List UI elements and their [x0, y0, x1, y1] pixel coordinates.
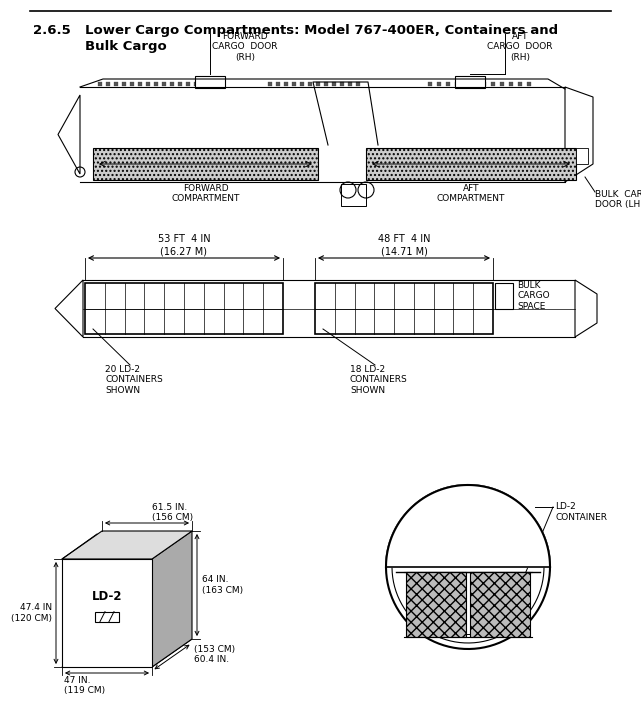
Polygon shape: [575, 280, 597, 337]
Bar: [268, 82, 272, 86]
Bar: [356, 82, 360, 86]
Polygon shape: [62, 639, 192, 667]
Bar: [186, 82, 190, 86]
Bar: [473, 82, 477, 86]
Bar: [366, 148, 576, 180]
Bar: [518, 82, 522, 86]
Bar: [406, 572, 466, 637]
Polygon shape: [62, 531, 192, 559]
Text: Lower Cargo Compartments: Model 767-400ER, Containers and
Bulk Cargo: Lower Cargo Compartments: Model 767-400E…: [85, 24, 558, 53]
Bar: [130, 82, 134, 86]
Bar: [527, 82, 531, 86]
Text: BULK
CARGO
SPACE: BULK CARGO SPACE: [517, 281, 549, 310]
Bar: [146, 82, 150, 86]
Text: (153 CM)
60.4 IN.: (153 CM) 60.4 IN.: [194, 645, 235, 664]
Polygon shape: [55, 280, 83, 337]
Bar: [106, 82, 110, 86]
Bar: [491, 82, 495, 86]
Text: FORWARD
CARGO  DOOR
(RH): FORWARD CARGO DOOR (RH): [212, 32, 278, 62]
Bar: [341, 184, 366, 206]
Polygon shape: [58, 95, 80, 174]
Bar: [85, 283, 283, 334]
Bar: [470, 572, 530, 637]
Bar: [332, 82, 336, 86]
Bar: [324, 82, 328, 86]
Bar: [500, 82, 504, 86]
Polygon shape: [62, 559, 152, 667]
Text: 2.6.5: 2.6.5: [33, 24, 71, 37]
Bar: [162, 82, 166, 86]
Bar: [194, 82, 198, 86]
Bar: [446, 82, 450, 86]
Text: AFT
CARGO  DOOR
(RH): AFT CARGO DOOR (RH): [487, 32, 553, 62]
Bar: [509, 82, 513, 86]
Bar: [482, 82, 486, 86]
Bar: [170, 82, 174, 86]
Polygon shape: [152, 531, 192, 667]
Text: 48 FT  4 IN
(14.71 M): 48 FT 4 IN (14.71 M): [378, 234, 430, 256]
Text: 47 IN.
(119 CM): 47 IN. (119 CM): [64, 676, 105, 696]
Bar: [202, 82, 206, 86]
Bar: [316, 82, 320, 86]
Bar: [300, 82, 304, 86]
Text: 20 LD-2
CONTAINERS
SHOWN: 20 LD-2 CONTAINERS SHOWN: [105, 365, 163, 395]
Bar: [276, 82, 280, 86]
Bar: [495, 283, 513, 308]
Bar: [122, 82, 126, 86]
Text: AFT
COMPARTMENT: AFT COMPARTMENT: [437, 184, 505, 204]
Bar: [95, 611, 119, 622]
Polygon shape: [386, 485, 550, 567]
Bar: [455, 76, 485, 88]
Text: 61.5 IN.
(156 CM): 61.5 IN. (156 CM): [152, 502, 193, 522]
Bar: [154, 82, 158, 86]
Bar: [455, 82, 459, 86]
Bar: [437, 82, 441, 86]
Bar: [284, 82, 288, 86]
Text: 18 LD-2
CONTAINERS
SHOWN: 18 LD-2 CONTAINERS SHOWN: [350, 365, 408, 395]
Bar: [292, 82, 296, 86]
Bar: [340, 82, 344, 86]
Bar: [308, 82, 312, 86]
Text: 47.4 IN
(120 CM): 47.4 IN (120 CM): [11, 603, 52, 623]
Text: 53 FT  4 IN
(16.27 M): 53 FT 4 IN (16.27 M): [158, 234, 210, 256]
Bar: [576, 148, 588, 164]
Bar: [315, 283, 493, 334]
Bar: [93, 148, 318, 180]
Bar: [464, 82, 468, 86]
Polygon shape: [565, 87, 593, 182]
Text: 64 IN.
(163 CM): 64 IN. (163 CM): [202, 575, 243, 595]
Bar: [195, 76, 225, 88]
Text: BULK  CARGO
DOOR (LH): BULK CARGO DOOR (LH): [595, 190, 641, 209]
Text: LD-2: LD-2: [92, 590, 122, 603]
Bar: [428, 82, 432, 86]
Text: FORWARD
COMPARTMENT: FORWARD COMPARTMENT: [171, 184, 240, 204]
Bar: [98, 82, 102, 86]
Bar: [178, 82, 182, 86]
Text: LD-2
CONTAINER: LD-2 CONTAINER: [555, 502, 607, 522]
Bar: [114, 82, 118, 86]
Bar: [348, 82, 352, 86]
Bar: [138, 82, 142, 86]
